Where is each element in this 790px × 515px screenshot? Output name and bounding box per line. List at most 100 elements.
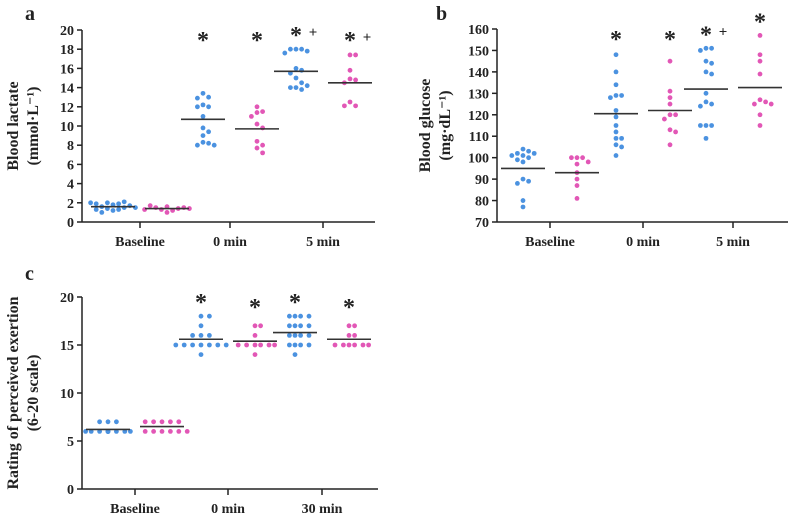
group1-point: [195, 142, 200, 148]
y-tick-label: 120: [468, 109, 489, 124]
group1-point: [515, 150, 520, 156]
significance-asterisk: *: [290, 23, 302, 49]
y-tick-label: 8: [67, 139, 74, 154]
group2-point: [254, 145, 260, 151]
panel-b: b 70 80 90 100 110 120 130 140 150 160 Baseline 0 mi…: [417, 3, 788, 250]
group1-point: [288, 46, 293, 52]
x-tick-label: 5 min: [716, 235, 750, 250]
group1-point: [520, 146, 526, 152]
group1-point: [293, 75, 299, 81]
group1-point: [200, 114, 206, 119]
group1-point: [531, 150, 537, 156]
significance-asterisk: *: [610, 27, 622, 53]
group1-point: [703, 90, 709, 96]
group2-point: [366, 342, 371, 348]
group1-point: [287, 313, 292, 319]
group2-point: [252, 342, 258, 348]
group2-point: [346, 333, 352, 338]
group1-point: [698, 48, 703, 53]
group2-point: [673, 129, 678, 135]
group1-point: [520, 204, 526, 210]
group2-point: [585, 159, 591, 165]
group2-point: [254, 138, 260, 144]
group1-point: [195, 95, 200, 101]
group1-point: [292, 352, 298, 357]
group1-point: [288, 85, 293, 90]
group1-point: [613, 135, 619, 141]
group1-point: [99, 210, 105, 215]
group1-point: [211, 142, 217, 148]
group1-point: [703, 123, 709, 128]
significance-asterisk: *: [754, 9, 766, 35]
group1-point: [105, 200, 110, 206]
group2-point: [757, 123, 763, 128]
group2-point: [574, 183, 580, 188]
panel-letter: b: [436, 3, 447, 25]
group1-point: [93, 207, 99, 212]
y-axis-label-line: (mg·dL⁻¹): [437, 90, 454, 160]
group1-point: [520, 198, 526, 203]
significance-asterisk: *: [289, 290, 301, 316]
group2-point: [254, 110, 260, 115]
group1-point: [709, 60, 714, 66]
y-tick-label: 20: [60, 291, 74, 306]
group1-point: [613, 123, 619, 128]
significance-asterisk: *: [664, 27, 676, 53]
group1-point: [298, 323, 303, 329]
y-tick-label: 140: [468, 66, 489, 81]
group1-point: [88, 200, 93, 206]
group2-point: [757, 58, 763, 64]
group1-point: [613, 153, 619, 158]
group1-point: [200, 125, 206, 131]
group2-point: [667, 142, 673, 148]
x-tick-label: 0 min: [213, 235, 247, 250]
y-axis-label: Rating of perceived exertion (6-20 scale): [5, 296, 42, 489]
panel-letter: a: [25, 3, 35, 25]
group2-point: [254, 104, 260, 110]
y-tick-label: 10: [60, 120, 74, 135]
group1-point: [207, 342, 212, 348]
group2-point: [147, 203, 153, 209]
group1-point: [526, 148, 531, 154]
group1-point: [195, 104, 200, 110]
y-axis-label-line: Rating of perceived exertion: [5, 296, 22, 489]
group1-point: [709, 101, 714, 107]
group1-point: [613, 108, 619, 113]
group2-point: [176, 429, 182, 434]
group1-point: [299, 87, 304, 92]
group2-point: [252, 352, 258, 357]
group1-point: [509, 153, 515, 158]
group1-point: [293, 46, 299, 52]
group1-point: [287, 342, 292, 348]
group2-point: [260, 150, 265, 156]
group1-point: [293, 85, 299, 90]
group2-point: [352, 333, 357, 338]
y-tick-label: 10: [60, 387, 74, 402]
group2-point: [258, 323, 263, 329]
y-axis-label-line: (6-20 scale): [25, 355, 42, 432]
group2-point: [667, 95, 673, 101]
group1-point: [207, 313, 212, 319]
group2-point: [260, 109, 265, 114]
group1-point: [698, 123, 703, 128]
group2-point: [347, 99, 353, 105]
group1-point: [306, 323, 312, 329]
y-tick-label: 15: [60, 339, 74, 354]
group2-point: [662, 116, 667, 122]
group1-point: [198, 313, 204, 319]
x-tick-label: 0 min: [211, 502, 245, 515]
group1-point: [703, 45, 709, 51]
group2-point: [757, 33, 763, 38]
group1-point: [292, 342, 298, 348]
y-tick-label: 150: [468, 44, 489, 59]
group1-point: [520, 153, 526, 158]
group1-point: [93, 201, 99, 207]
y-tick-label: 12: [60, 101, 74, 116]
group1-point: [703, 58, 709, 64]
significance-asterisk: *: [344, 28, 356, 54]
group2-point: [347, 52, 353, 58]
group1-point: [200, 139, 206, 145]
group2-point: [569, 155, 574, 161]
group2-point: [353, 77, 358, 83]
group1-point: [515, 181, 520, 186]
